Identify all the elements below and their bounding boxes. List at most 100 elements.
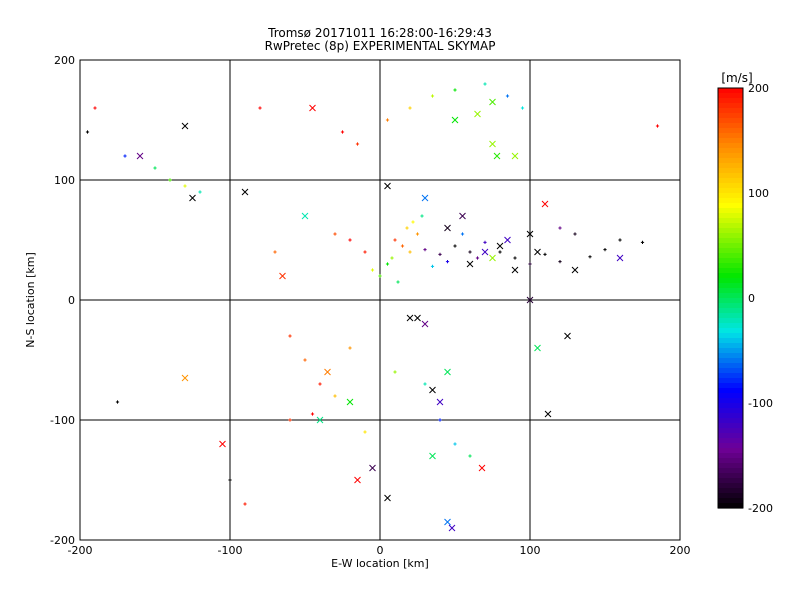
y-tick-label: -200 [50, 534, 75, 547]
colorbar-band [718, 393, 743, 399]
data-point-plus [475, 256, 480, 260]
colorbar-band [718, 468, 743, 474]
data-point-cross [496, 242, 504, 250]
data-point-cross [504, 236, 511, 244]
data-point-cross [324, 368, 331, 376]
colorbar-band [718, 268, 743, 274]
data-point-cross [534, 344, 541, 352]
colorbar-band [718, 98, 743, 104]
data-point-plus [483, 240, 487, 244]
data-point-cross [481, 248, 489, 256]
grid-lines [80, 60, 680, 540]
data-point-plus [153, 166, 157, 170]
data-point-cross [478, 464, 486, 472]
colorbar-band [718, 263, 743, 269]
data-point-plus [390, 256, 394, 260]
data-point-plus [123, 154, 127, 158]
data-point-cross [444, 368, 451, 376]
data-points [85, 82, 660, 532]
data-point-plus [348, 346, 352, 350]
colorbar-band [718, 488, 743, 494]
data-point-plus [460, 232, 465, 236]
colorbar-band [718, 153, 743, 159]
colorbar-tick-label: 200 [748, 82, 769, 95]
data-point-plus [355, 142, 360, 146]
data-point-plus [288, 418, 292, 422]
y-axis-label: N-S location [km] [24, 252, 37, 348]
colorbar-band [718, 473, 743, 479]
data-point-cross [474, 110, 481, 118]
data-point-plus [310, 412, 315, 416]
data-point-cross [544, 410, 552, 418]
data-point-cross [444, 518, 451, 526]
colorbar-band [718, 463, 743, 469]
data-point-cross [421, 194, 429, 202]
data-point-cross [354, 476, 361, 484]
data-point-plus [340, 130, 345, 134]
colorbar-band [718, 363, 743, 369]
data-point-plus [363, 430, 367, 434]
data-point-plus [415, 232, 420, 236]
data-point-cross [571, 266, 579, 274]
data-point-plus [385, 262, 390, 266]
colorbar-band [718, 378, 743, 384]
colorbar-band [718, 343, 743, 349]
data-point-cross [429, 386, 436, 394]
colorbar-band [718, 373, 743, 379]
data-point-cross [489, 140, 496, 148]
colorbar-band [718, 418, 743, 424]
colorbar-band [718, 228, 743, 234]
colorbar-label: [m/s] [721, 71, 752, 85]
colorbar-band [718, 133, 743, 139]
colorbar-band [718, 408, 743, 414]
data-point-plus [430, 94, 435, 98]
data-point-plus [520, 106, 525, 110]
data-point-cross [346, 398, 354, 406]
colorbar-band [718, 103, 743, 109]
data-point-cross [181, 122, 189, 130]
data-point-cross [309, 104, 316, 112]
colorbar-band [718, 158, 743, 164]
data-point-cross [181, 374, 189, 382]
data-point-plus [303, 358, 307, 362]
colorbar-band [718, 243, 743, 249]
colorbar-band [718, 308, 743, 314]
data-point-plus [115, 400, 120, 404]
colorbar-band [718, 148, 743, 154]
data-point-plus [348, 238, 352, 242]
chart-subtitle: RwPretec (8p) EXPERIMENTAL SKYMAP [265, 39, 496, 53]
colorbar-band [718, 353, 743, 359]
colorbar-band [718, 368, 743, 374]
colorbar-band [718, 278, 743, 284]
x-tick-label: 200 [670, 544, 691, 557]
colorbar-band [718, 413, 743, 419]
data-point-plus [288, 334, 292, 338]
data-point-plus [273, 250, 277, 254]
colorbar-band [718, 188, 743, 194]
colorbar-band [718, 423, 743, 429]
colorbar-band [718, 458, 743, 464]
colorbar-band [718, 138, 743, 144]
colorbar-band [718, 198, 743, 204]
data-point-plus [453, 88, 457, 92]
data-point-cross [489, 254, 496, 262]
colorbar-band [718, 128, 743, 134]
data-point-cross [534, 248, 541, 256]
data-point-plus [513, 256, 517, 260]
data-point-cross [369, 464, 376, 472]
data-point-plus [258, 106, 262, 110]
colorbar-band [718, 328, 743, 334]
colorbar-frame [717, 87, 744, 509]
data-point-cross [541, 200, 549, 208]
colorbar-band [718, 333, 743, 339]
data-point-cross [414, 314, 421, 322]
colorbar-band [718, 433, 743, 439]
data-point-cross [459, 212, 466, 220]
colorbar-band [718, 503, 743, 509]
colorbar-tick-label: -200 [748, 502, 773, 515]
data-point-plus [423, 248, 427, 252]
colorbar-band [718, 478, 743, 484]
data-point-cross [526, 230, 534, 238]
colorbar-band [718, 283, 743, 289]
data-point-cross [316, 416, 324, 424]
